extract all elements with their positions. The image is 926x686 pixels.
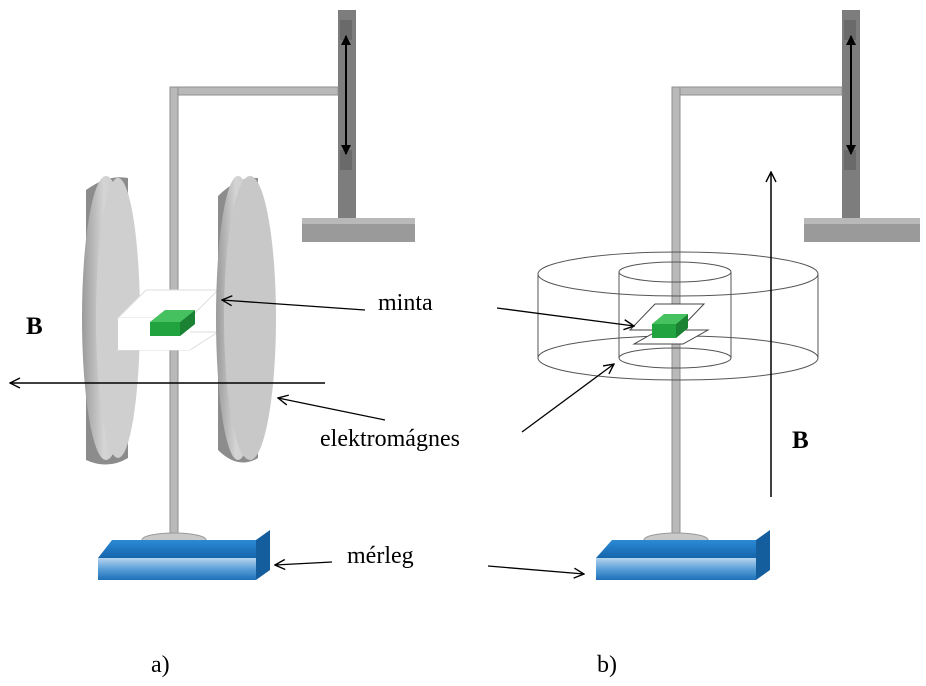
label-elektromagnes: elektromágnes bbox=[320, 426, 460, 452]
label-minta: minta bbox=[378, 290, 433, 316]
height-adjuster-a bbox=[302, 10, 415, 242]
balance-b bbox=[596, 530, 770, 580]
pointer-elektromagnes-b bbox=[521, 364, 614, 433]
panel-label-a: a) bbox=[151, 652, 170, 678]
pointer-merleg-b bbox=[487, 565, 584, 574]
balance-a bbox=[98, 530, 270, 580]
panel-a bbox=[10, 10, 415, 580]
electromagnet-pole-right bbox=[216, 176, 276, 463]
sample-holder-b bbox=[628, 303, 710, 345]
pointer-merleg-a bbox=[275, 562, 333, 565]
field-label-a: B bbox=[26, 313, 43, 340]
pointer-minta-a bbox=[222, 300, 366, 311]
label-merleg: mérleg bbox=[347, 543, 414, 569]
field-label-b: B bbox=[792, 427, 809, 454]
pointer-elektromagnes-a bbox=[278, 398, 386, 421]
pointer-arrows bbox=[222, 300, 634, 574]
pointer-minta-b bbox=[496, 307, 634, 326]
sample-holder-a bbox=[116, 289, 220, 351]
height-adjuster-b bbox=[804, 10, 920, 242]
panel-label-b: b) bbox=[597, 652, 617, 678]
electromagnet-pole-left bbox=[82, 176, 140, 465]
support-rod-b bbox=[671, 86, 843, 538]
panel-b bbox=[537, 10, 920, 580]
